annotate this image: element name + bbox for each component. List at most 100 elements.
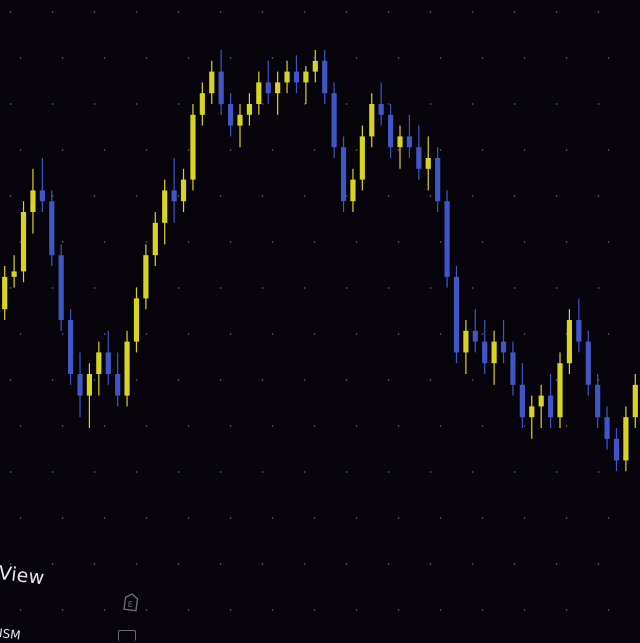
grid-dot <box>230 149 232 151</box>
grid-dot <box>440 241 442 243</box>
grid-dot <box>10 11 12 13</box>
grid-dot <box>136 103 138 105</box>
candle <box>200 82 205 125</box>
candle <box>567 309 572 374</box>
candle <box>360 126 365 191</box>
candle <box>303 66 308 104</box>
grid-dot <box>608 333 610 335</box>
grid-dot <box>220 379 222 381</box>
candle <box>520 363 525 428</box>
grid-dot <box>566 149 568 151</box>
panel-icon[interactable] <box>118 630 136 641</box>
candle <box>473 309 478 352</box>
grid-dot <box>430 195 432 197</box>
candle <box>492 331 497 385</box>
grid-dot <box>472 287 474 289</box>
grid-dot <box>482 241 484 243</box>
grid-dot <box>440 609 442 611</box>
grid-dot <box>556 11 558 13</box>
grid-dot <box>514 287 516 289</box>
candle-body-down <box>379 104 384 115</box>
grid-dot <box>566 517 568 519</box>
candle-body-up <box>190 115 195 180</box>
candle <box>397 126 402 169</box>
grid-dot <box>20 149 22 151</box>
candle-body-down <box>520 385 525 417</box>
grid-dot <box>146 57 148 59</box>
grid-dot <box>230 517 232 519</box>
grid-dot <box>430 103 432 105</box>
candle <box>49 190 54 266</box>
grid-dot <box>556 195 558 197</box>
candle <box>266 61 271 104</box>
candle-body-up <box>181 180 186 202</box>
grid-dot <box>220 287 222 289</box>
grid-dot <box>52 103 54 105</box>
grid-dot <box>178 471 180 473</box>
candle <box>444 190 449 287</box>
grid-dot <box>146 425 148 427</box>
grid-dot <box>440 57 442 59</box>
candle <box>576 298 581 352</box>
grid-dot <box>178 103 180 105</box>
grid-dot <box>230 333 232 335</box>
grid-dot <box>514 103 516 105</box>
candle-body-up <box>153 223 158 255</box>
grid-dot <box>482 149 484 151</box>
candle-body-down <box>115 374 120 396</box>
grid-dot <box>314 517 316 519</box>
grid-dot <box>514 471 516 473</box>
candle-body-up <box>30 190 35 212</box>
grid-dot <box>136 471 138 473</box>
grid-dot <box>52 471 54 473</box>
candle-body-up <box>463 331 468 353</box>
grid-dot <box>272 609 274 611</box>
candle-body-up <box>162 190 167 222</box>
grid-dot <box>566 57 568 59</box>
grid-dot <box>314 241 316 243</box>
candle <box>322 50 327 104</box>
candle <box>134 288 139 353</box>
e-icon[interactable]: E <box>121 591 141 613</box>
grid-dot <box>440 517 442 519</box>
grid-dot <box>524 425 526 427</box>
candle <box>59 244 64 330</box>
candle-body-down <box>49 201 54 255</box>
candle <box>435 147 440 212</box>
grid-dot <box>524 609 526 611</box>
candle-body-up <box>633 385 638 417</box>
candle-body-down <box>501 342 506 353</box>
grid-dot <box>388 11 390 13</box>
grid-dot <box>514 11 516 13</box>
grid-dot <box>524 57 526 59</box>
candle <box>284 61 289 93</box>
candle-body-down <box>228 104 233 126</box>
candle <box>454 266 459 363</box>
grid-dot <box>220 471 222 473</box>
candle-body-up <box>12 271 17 276</box>
candle <box>586 331 591 396</box>
grid-dot <box>94 563 96 565</box>
grid-dot <box>62 609 64 611</box>
candle <box>106 331 111 385</box>
grid-dot <box>430 563 432 565</box>
candle <box>162 180 167 245</box>
grid-dot <box>430 471 432 473</box>
candle-body-up <box>124 342 129 396</box>
grid-dot <box>608 57 610 59</box>
grid-dot <box>188 57 190 59</box>
candle-body-down <box>482 342 487 364</box>
candle-body-up <box>143 255 148 298</box>
grid-dot <box>146 149 148 151</box>
grid-dot <box>440 333 442 335</box>
grid-dot <box>304 471 306 473</box>
candle-body-up <box>2 277 7 309</box>
grid-dot <box>62 241 64 243</box>
candle <box>313 50 318 82</box>
grid-dot <box>178 563 180 565</box>
grid-dot <box>62 517 64 519</box>
candle-body-up <box>303 72 308 83</box>
grid-dot <box>388 379 390 381</box>
grid-dot <box>482 333 484 335</box>
grid-dot <box>94 379 96 381</box>
